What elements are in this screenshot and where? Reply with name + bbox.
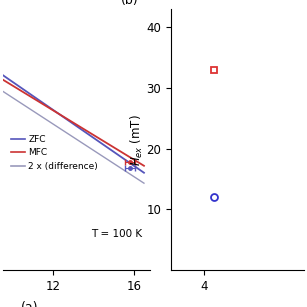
Text: T = 100 K: T = 100 K: [91, 229, 143, 239]
Legend: ZFC, MFC, 2 x (difference): ZFC, MFC, 2 x (difference): [8, 131, 102, 174]
Text: (b): (b): [120, 0, 138, 6]
Text: (a): (a): [21, 301, 38, 307]
Y-axis label: $H_{ex}$ (mT): $H_{ex}$ (mT): [129, 114, 145, 165]
